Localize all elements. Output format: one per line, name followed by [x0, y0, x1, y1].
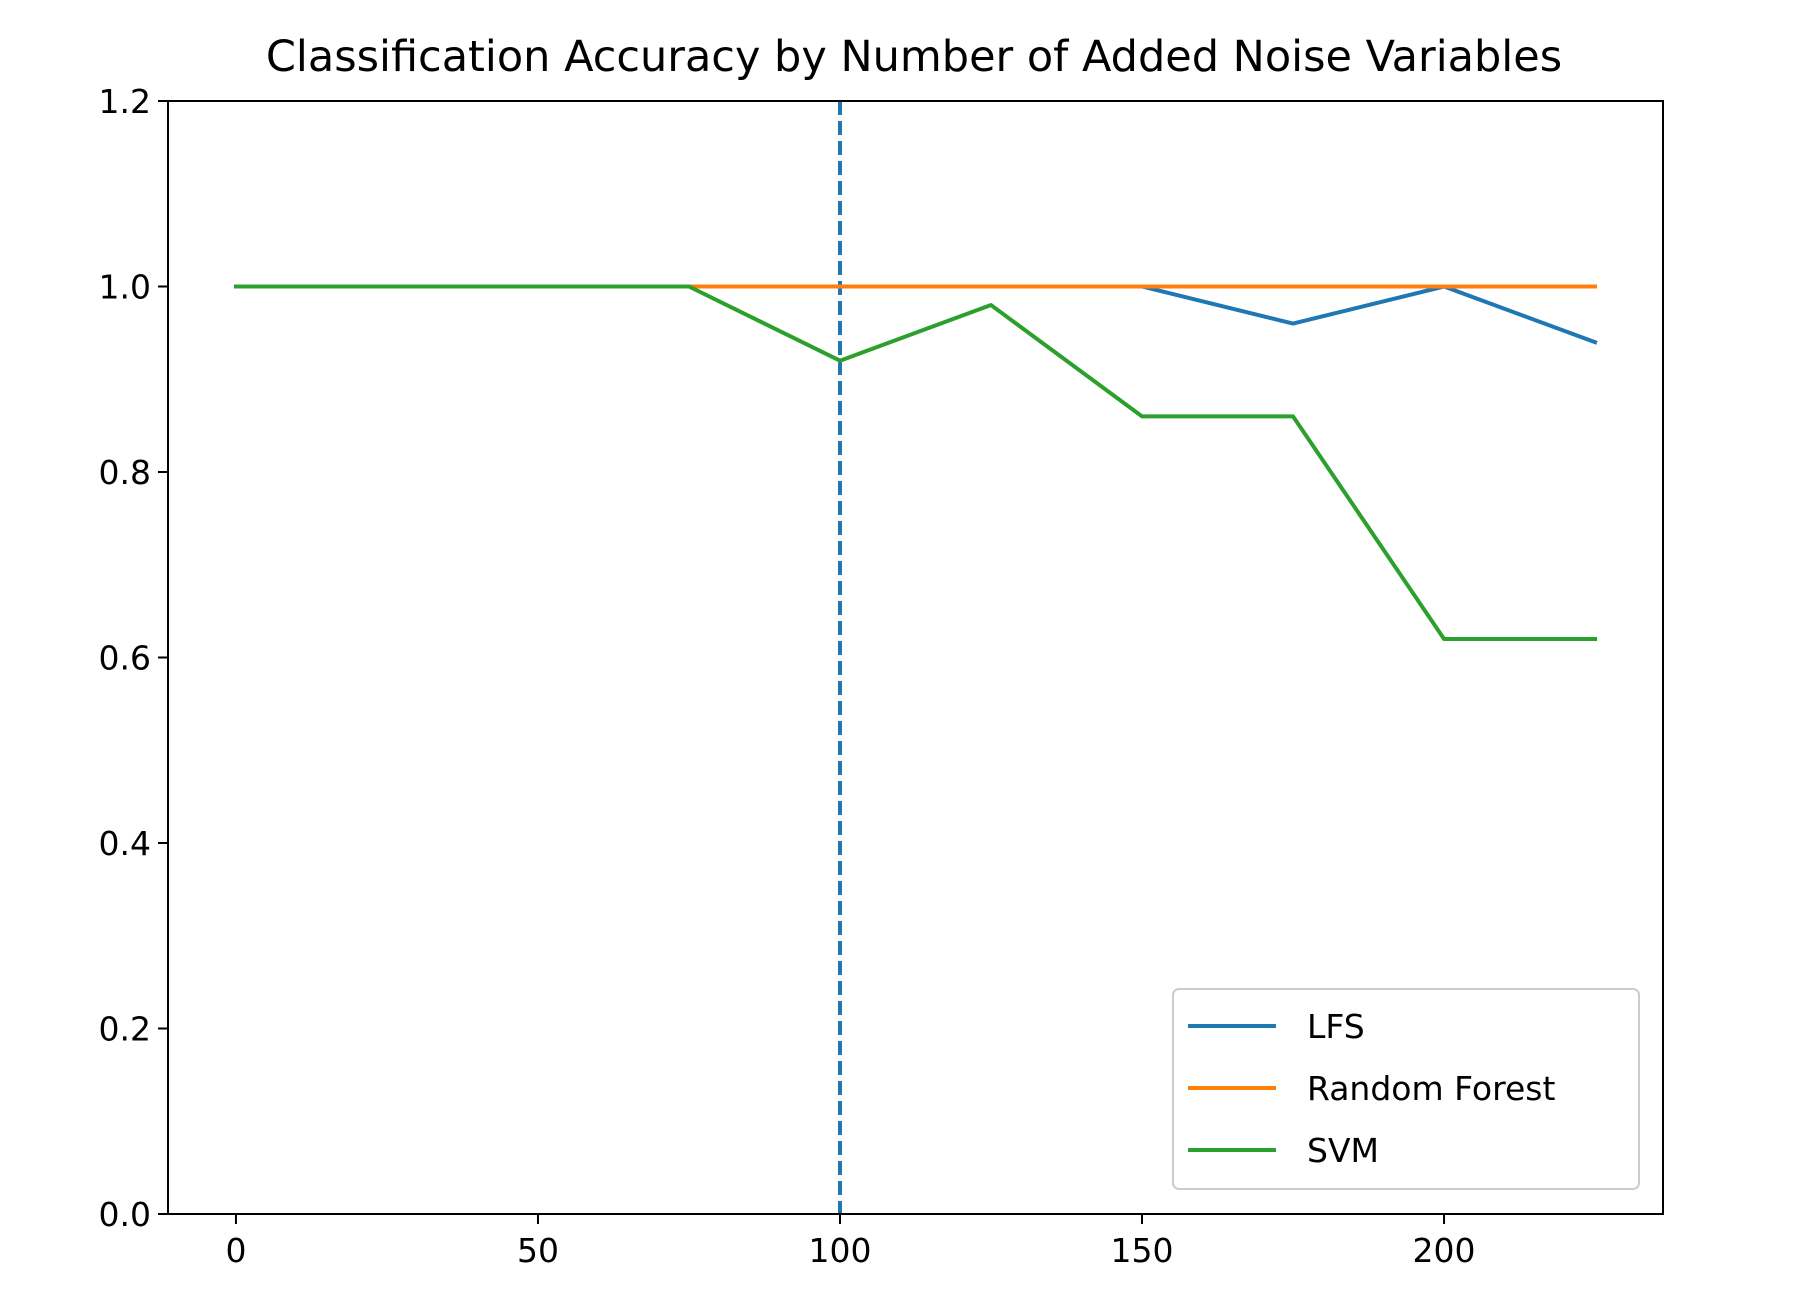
y-tick-label: 0.6	[99, 639, 151, 678]
y-tick-label: 1.2	[99, 82, 151, 121]
y-tick-label: 1.0	[99, 268, 151, 307]
x-tick-label: 200	[1413, 1231, 1476, 1270]
y-tick-label: 0.2	[99, 1010, 151, 1049]
series-line-svm	[233, 284, 1598, 641]
legend-label: Random Forest	[1307, 1069, 1555, 1108]
legend-box	[1172, 988, 1640, 1190]
y-tick-label: 0.8	[99, 453, 151, 492]
x-tick-label: 150	[1111, 1231, 1174, 1270]
chart-title: Classification Accuracy by Number of Add…	[266, 32, 1562, 82]
y-tick-label: 0.4	[99, 824, 151, 863]
x-tick-label: 100	[808, 1231, 871, 1270]
x-tick-label: 0	[225, 1231, 246, 1270]
legend-label: LFS	[1307, 1007, 1365, 1046]
legend: LFS Random Forest SVM	[1172, 988, 1640, 1190]
plot-area	[233, 101, 1598, 1214]
y-tick-label: 0.0	[99, 1195, 151, 1234]
legend-label: SVM	[1307, 1131, 1379, 1170]
axes: 0 50 100 150 200 0.0 0.2 0.4 0.6 0.8 1.0 1.2	[99, 82, 1664, 1270]
x-tick-label: 50	[517, 1231, 559, 1270]
